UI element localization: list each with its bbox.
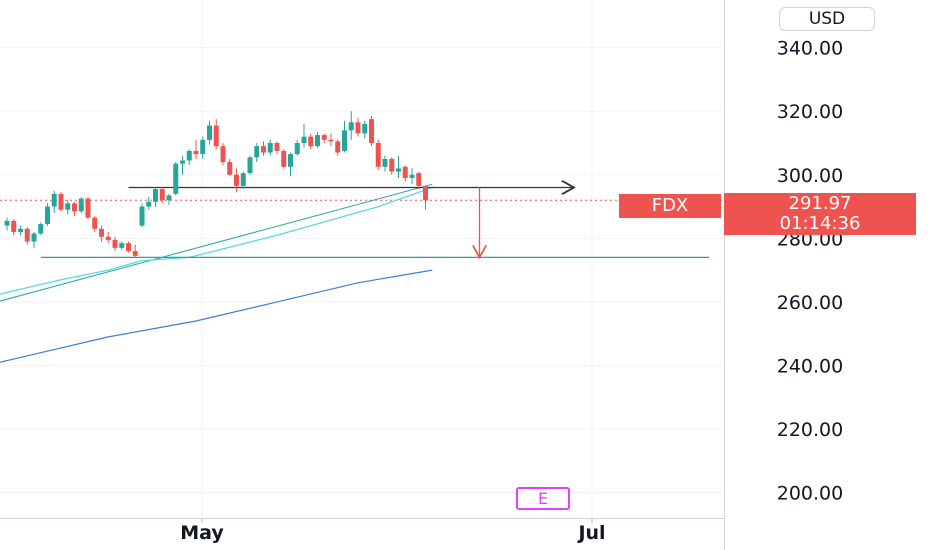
candle-body	[396, 168, 401, 172]
candle-body	[402, 166, 408, 178]
candle-body	[119, 243, 125, 248]
candle-body	[288, 154, 293, 167]
price-tick-label: 260.00	[777, 292, 843, 314]
candle-body	[355, 122, 361, 134]
candle-body	[240, 173, 246, 186]
candle-body	[301, 136, 307, 144]
candle-body	[234, 174, 239, 186]
candle-body	[24, 228, 30, 242]
candle-body	[375, 143, 381, 167]
price-tick-label: 340.00	[777, 38, 843, 60]
ma-fast-line	[0, 186, 433, 296]
candle-body	[99, 228, 104, 237]
candle-body	[213, 125, 219, 147]
candle-body	[65, 203, 71, 210]
candle-body	[11, 220, 17, 232]
candle-body	[261, 146, 266, 153]
candle-body	[247, 157, 253, 174]
candle-body	[274, 143, 280, 151]
grid-lines	[0, 0, 724, 518]
candle-body	[180, 160, 185, 164]
ma-slow-line	[0, 269, 433, 363]
time-tick-label: Jul	[576, 522, 605, 544]
candle-body	[389, 158, 395, 172]
candle-body	[335, 141, 341, 153]
currency-selector[interactable]: USD	[779, 7, 875, 31]
candle-body	[281, 150, 287, 167]
last-price-value: 291.97	[788, 193, 852, 214]
candle-body	[315, 135, 320, 147]
price-tick-label: 220.00	[777, 419, 843, 441]
candle-body	[416, 173, 422, 186]
candle-body	[200, 139, 206, 155]
candle-body	[85, 198, 91, 218]
last-price-badge: 291.97 01:14:36	[724, 193, 916, 235]
price-tick-label: 320.00	[777, 101, 843, 123]
candle-body	[294, 143, 300, 155]
candle-body	[51, 193, 57, 207]
candle-body	[186, 150, 192, 161]
candle-body	[308, 136, 314, 147]
candle-body	[45, 206, 50, 225]
candle-body	[105, 236, 111, 240]
time-tick-label: May	[180, 522, 224, 544]
candle-body	[173, 163, 179, 194]
candle-body	[31, 233, 37, 242]
candle-body	[159, 189, 165, 201]
candle-body	[112, 239, 118, 248]
price-tick-label: 200.00	[777, 483, 843, 505]
candle-body	[92, 217, 98, 229]
candle-body	[342, 130, 347, 151]
candle-body	[18, 228, 23, 232]
price-tick-label: 240.00	[777, 355, 843, 377]
candle-body	[153, 189, 158, 202]
candle-body	[382, 158, 388, 167]
candlestick-series	[4, 111, 428, 258]
candle-body	[132, 251, 138, 256]
candle-body	[328, 139, 334, 142]
candle-body	[58, 193, 64, 210]
candle-body	[254, 146, 260, 158]
indicator-lines	[0, 183, 724, 363]
candle-body	[369, 119, 374, 144]
symbol-label: FDX	[619, 194, 721, 218]
price-tick-label: 300.00	[777, 165, 843, 187]
candle-body	[166, 195, 172, 201]
candle-body	[267, 143, 273, 153]
candle-body	[362, 123, 368, 134]
candle-body	[423, 185, 428, 201]
candle-body	[4, 220, 10, 226]
candle-body	[193, 150, 199, 155]
candle-body	[146, 201, 152, 207]
candle-body	[220, 146, 226, 163]
axes: 340.00320.00300.00280.00260.00240.00220.…	[0, 0, 843, 550]
trendline-line	[0, 183, 433, 302]
candle-body	[38, 224, 44, 234]
candle-body	[207, 125, 212, 140]
candle-body	[72, 203, 77, 212]
candle-body	[78, 198, 84, 212]
candle-body	[321, 135, 327, 140]
earnings-marker-icon[interactable]: E	[516, 487, 570, 510]
candle-body	[409, 174, 415, 178]
candle-body	[227, 162, 233, 175]
bar-countdown: 01:14:36	[779, 213, 861, 234]
candle-body	[126, 243, 131, 252]
candle-body	[139, 206, 145, 226]
candle-body	[348, 122, 354, 131]
